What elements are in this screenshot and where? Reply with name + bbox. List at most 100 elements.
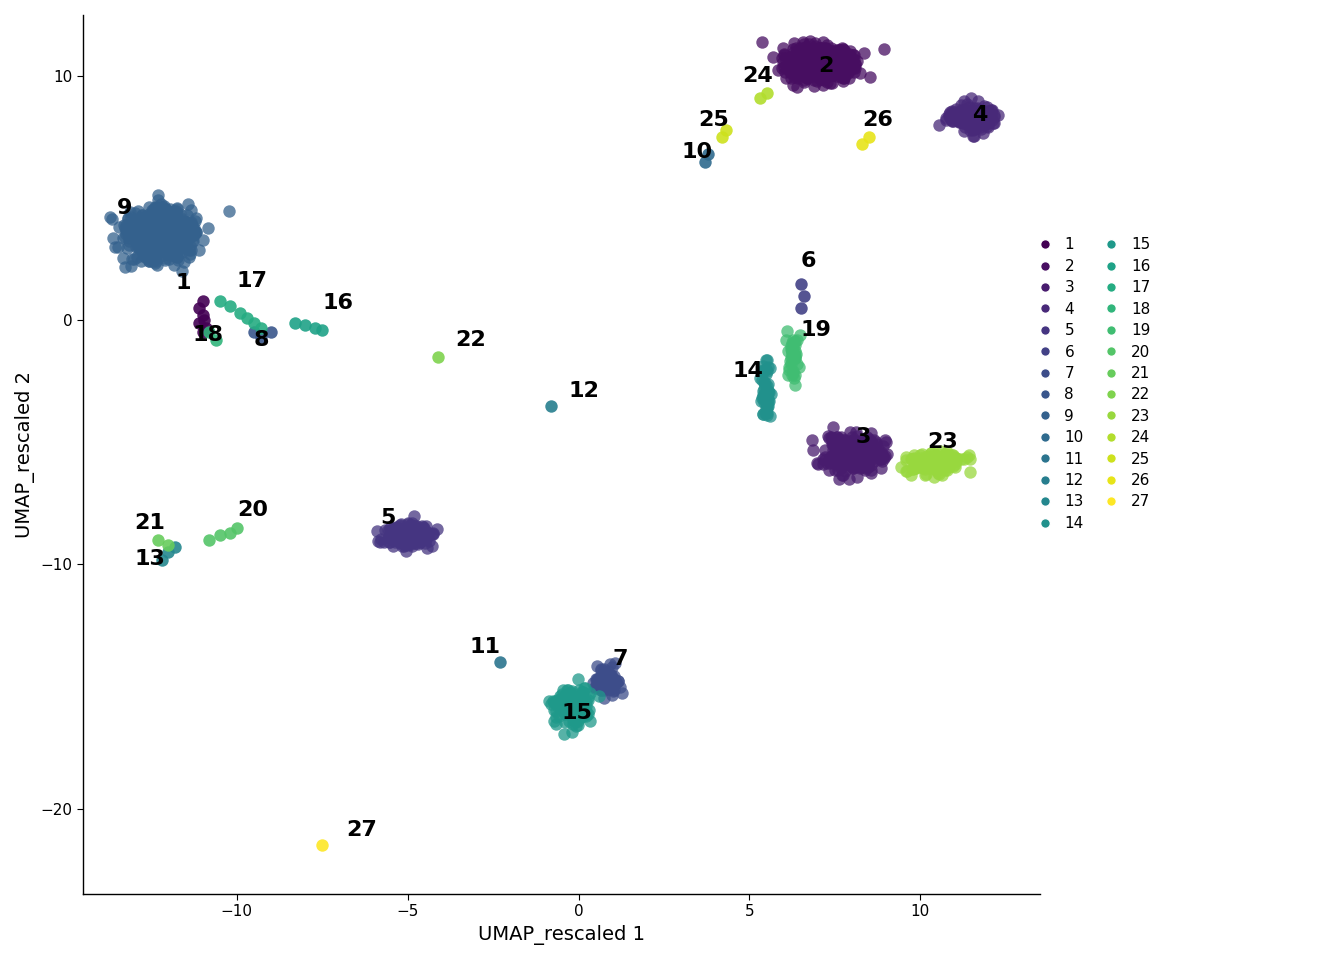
Point xyxy=(391,524,413,540)
Point xyxy=(818,65,840,81)
Point xyxy=(980,104,1001,119)
Point xyxy=(837,65,859,81)
Point xyxy=(837,451,859,467)
Point xyxy=(140,235,161,251)
Point xyxy=(591,676,613,691)
Point xyxy=(814,63,836,79)
Point xyxy=(149,216,171,231)
Point xyxy=(113,230,134,246)
Point xyxy=(567,708,589,723)
Point xyxy=(601,681,622,696)
Point xyxy=(544,695,566,710)
Point xyxy=(796,71,817,86)
Point xyxy=(793,57,814,72)
Point xyxy=(845,443,867,458)
Point xyxy=(146,237,168,252)
Point xyxy=(814,40,836,56)
Point xyxy=(833,69,855,84)
Point xyxy=(250,329,271,345)
Point xyxy=(133,209,155,225)
Point xyxy=(837,438,859,453)
Point xyxy=(126,236,148,252)
Point xyxy=(391,533,413,548)
Point xyxy=(789,68,810,84)
Point xyxy=(860,437,882,452)
Point xyxy=(968,110,989,126)
Point xyxy=(843,447,864,463)
Point xyxy=(157,215,179,230)
Point xyxy=(415,523,437,539)
Point xyxy=(395,543,417,559)
Point xyxy=(564,696,586,711)
Point xyxy=(839,445,860,461)
Point xyxy=(965,111,986,127)
Point xyxy=(555,700,577,715)
Point xyxy=(757,389,778,404)
Point xyxy=(827,60,848,75)
Point xyxy=(808,60,829,75)
Point xyxy=(405,529,426,544)
Point xyxy=(401,537,422,552)
Point xyxy=(962,121,984,136)
Point xyxy=(778,54,800,69)
Point xyxy=(137,237,159,252)
Point xyxy=(155,221,176,236)
Point xyxy=(175,219,196,234)
Point xyxy=(163,237,184,252)
Point xyxy=(555,701,577,716)
Point xyxy=(403,524,425,540)
Point xyxy=(820,453,841,468)
Point xyxy=(567,717,589,732)
Point xyxy=(784,347,805,362)
Point xyxy=(800,56,821,71)
Point xyxy=(782,61,804,77)
Point xyxy=(849,452,871,468)
Point xyxy=(164,217,185,232)
Point xyxy=(860,70,882,85)
Point xyxy=(956,105,977,120)
Point xyxy=(371,531,392,546)
Point xyxy=(137,225,159,240)
Point xyxy=(590,683,612,698)
Point xyxy=(141,212,163,228)
Point xyxy=(847,459,868,474)
Point xyxy=(140,212,161,228)
Point xyxy=(396,524,418,540)
Point xyxy=(841,451,863,467)
Point xyxy=(168,218,190,233)
Point xyxy=(972,107,993,122)
Point xyxy=(797,58,818,73)
Point xyxy=(849,457,871,472)
Point xyxy=(798,53,820,68)
Point xyxy=(981,102,1003,117)
Point xyxy=(781,349,802,365)
Point xyxy=(312,323,333,338)
Point xyxy=(794,56,816,71)
Point xyxy=(821,55,843,70)
Point xyxy=(421,539,442,554)
Point xyxy=(312,837,333,852)
Point xyxy=(602,670,624,685)
Text: 16: 16 xyxy=(323,293,353,313)
Point xyxy=(824,62,845,78)
Point xyxy=(177,224,199,239)
Point xyxy=(836,449,857,465)
Point xyxy=(789,40,810,56)
Point xyxy=(953,451,974,467)
Point xyxy=(781,64,802,80)
Point xyxy=(142,248,164,263)
Point xyxy=(405,524,426,540)
Point xyxy=(817,428,839,444)
Point xyxy=(960,112,981,128)
Point xyxy=(395,537,417,552)
Point xyxy=(790,60,812,75)
Point xyxy=(958,106,980,121)
Point xyxy=(392,531,414,546)
Point xyxy=(156,237,177,252)
Point xyxy=(827,57,848,72)
Point xyxy=(962,107,984,122)
Point xyxy=(824,436,845,451)
Point xyxy=(835,65,856,81)
Point xyxy=(953,123,974,138)
Point xyxy=(759,386,781,401)
